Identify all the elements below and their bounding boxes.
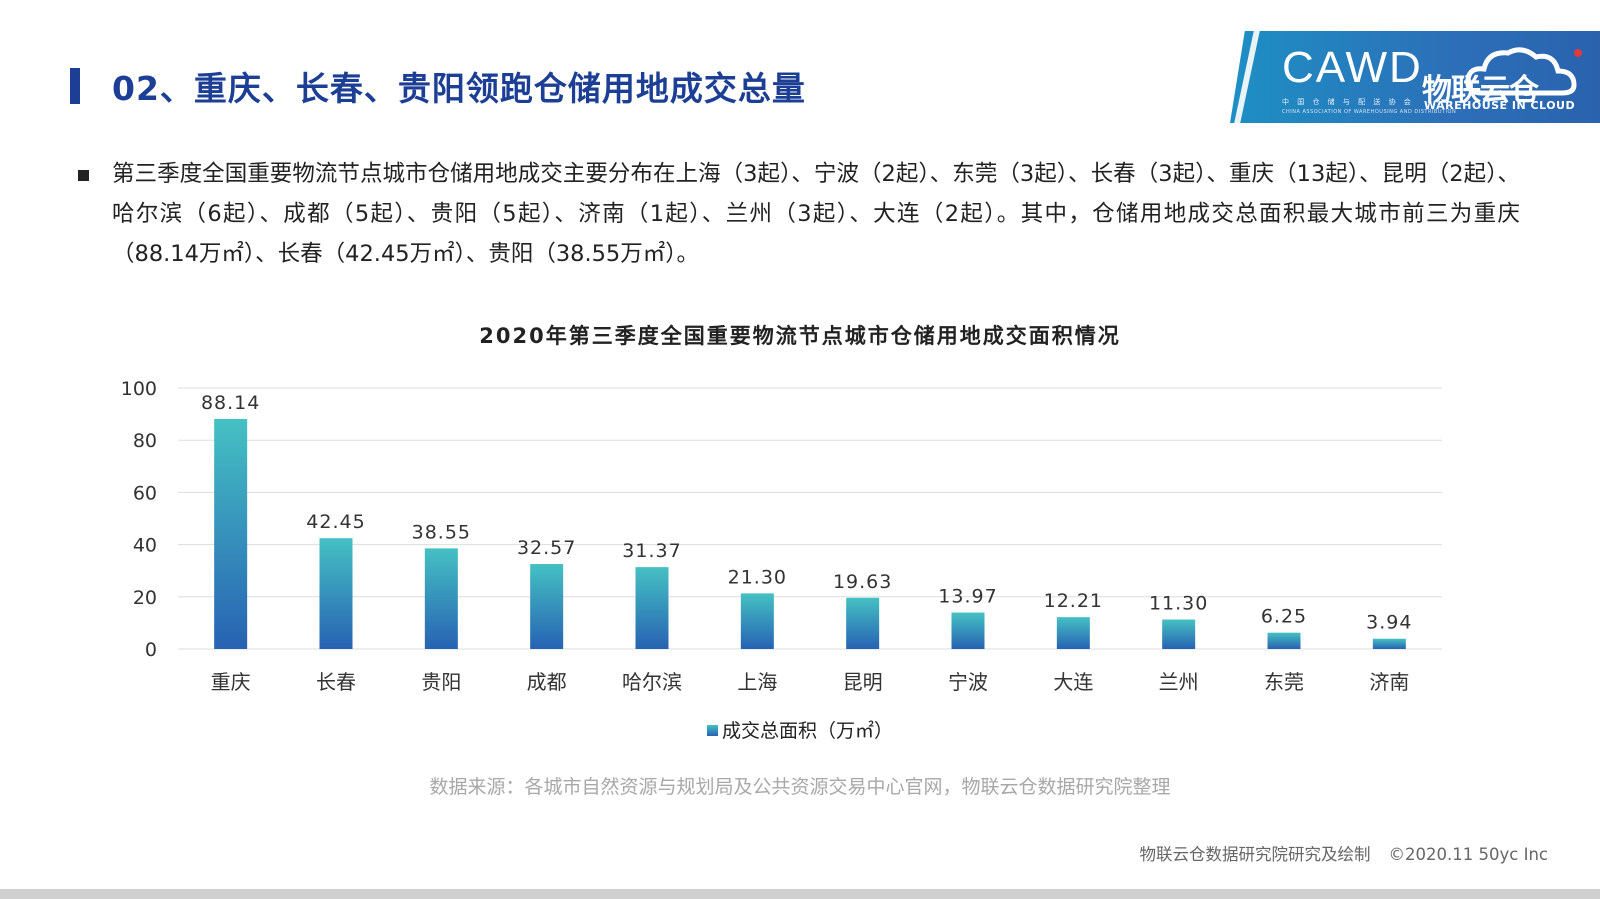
chart-title: 2020年第三季度全国重要物流节点城市仓储用地成交面积情况 xyxy=(479,324,1121,348)
cawd-subtitle-cn: 中 国 仓 储 与 配 送 协 会 xyxy=(1282,98,1414,106)
legend-swatch xyxy=(706,725,718,736)
data-label: 6.25 xyxy=(1261,606,1307,628)
data-label: 3.94 xyxy=(1366,612,1412,634)
x-tick-label: 上海 xyxy=(737,670,777,694)
bar xyxy=(1372,638,1406,649)
y-tick-label: 100 xyxy=(121,378,157,400)
data-label: 11.30 xyxy=(1149,593,1208,615)
bar xyxy=(846,597,880,649)
bar xyxy=(1162,619,1196,649)
x-tick-label: 贵阳 xyxy=(421,670,461,694)
x-tick-label: 大连 xyxy=(1053,670,1093,694)
bar xyxy=(424,548,458,649)
bar xyxy=(951,612,985,649)
data-label: 12.21 xyxy=(1044,590,1103,612)
bar xyxy=(530,563,564,649)
data-source-note: 数据来源：各城市自然资源与规划局及公共资源交易中心官网，物联云仓数据研究院整理 xyxy=(429,776,1171,798)
data-label: 32.57 xyxy=(517,537,576,559)
bar xyxy=(214,418,248,649)
cloud-logo-icon xyxy=(1465,47,1582,96)
x-tick-label: 东莞 xyxy=(1264,670,1304,694)
y-tick-label: 60 xyxy=(133,482,157,504)
data-label: 42.45 xyxy=(306,511,365,533)
y-tick-label: 20 xyxy=(133,587,157,609)
data-label: 88.14 xyxy=(201,392,260,414)
title-accent-bar xyxy=(70,68,80,104)
bar-chart: 0 20 40 60 80 100 88.14 重庆 42.45 长春 38.55 贵阳 32.57 成… xyxy=(121,378,1442,694)
legend-label: 成交总面积（万㎡） xyxy=(721,720,893,742)
bullet-square xyxy=(78,170,89,181)
y-tick-label: 80 xyxy=(133,430,157,452)
cawd-logo-text: CAWD xyxy=(1282,43,1423,92)
x-tick-label: 济南 xyxy=(1369,670,1409,694)
data-label: 13.97 xyxy=(938,586,997,608)
y-tick-label: 40 xyxy=(133,535,157,557)
page-title: 02、重庆、长春、贵阳领跑仓储用地成交总量 xyxy=(112,69,806,108)
x-tick-label: 重庆 xyxy=(211,670,251,694)
bar xyxy=(740,593,774,649)
bottom-strip xyxy=(0,889,1600,899)
data-label: 21.30 xyxy=(728,566,787,588)
x-tick-label: 哈尔滨 xyxy=(622,670,682,694)
bar xyxy=(319,538,353,649)
x-tick-label: 宁波 xyxy=(948,670,988,694)
x-tick-label: 兰州 xyxy=(1159,670,1199,694)
bar xyxy=(1267,632,1301,649)
footer-credit: 物联云仓数据研究院研究及绘制 xyxy=(1139,845,1371,864)
footer-copyright: ©2020.11 50yc Inc xyxy=(1388,845,1548,864)
logo-divider xyxy=(1234,31,1260,123)
y-tick-label: 0 xyxy=(145,639,157,661)
brand-name-cn: 物联云仓 xyxy=(1422,73,1539,108)
data-label: 38.55 xyxy=(412,521,471,543)
x-tick-label: 长春 xyxy=(316,670,356,694)
chart-legend: 成交总面积（万㎡） xyxy=(0,716,1600,743)
data-label: 19.63 xyxy=(833,571,892,593)
brand-logo-banner: CAWD 中 国 仓 储 与 配 送 协 会 CHINA ASSOCIATION… xyxy=(1230,31,1600,123)
brand-name-en: WAREHOUSE IN CLOUD xyxy=(1424,99,1576,112)
bar xyxy=(635,567,669,649)
x-tick-label: 成都 xyxy=(527,670,567,694)
cawd-subtitle-en: CHINA ASSOCIATION OF WAREHOUSING AND DIS… xyxy=(1282,109,1457,115)
bar xyxy=(1056,617,1090,649)
x-tick-label: 昆明 xyxy=(843,670,883,694)
page-footer: 物联云仓数据研究院研究及绘制 ©2020.11 50yc Inc xyxy=(1140,841,1548,865)
data-label: 31.37 xyxy=(622,540,681,562)
summary-paragraph: 第三季度全国重要物流节点城市仓储用地成交主要分布在上海（3起）、宁波（2起）、东… xyxy=(112,161,1520,267)
